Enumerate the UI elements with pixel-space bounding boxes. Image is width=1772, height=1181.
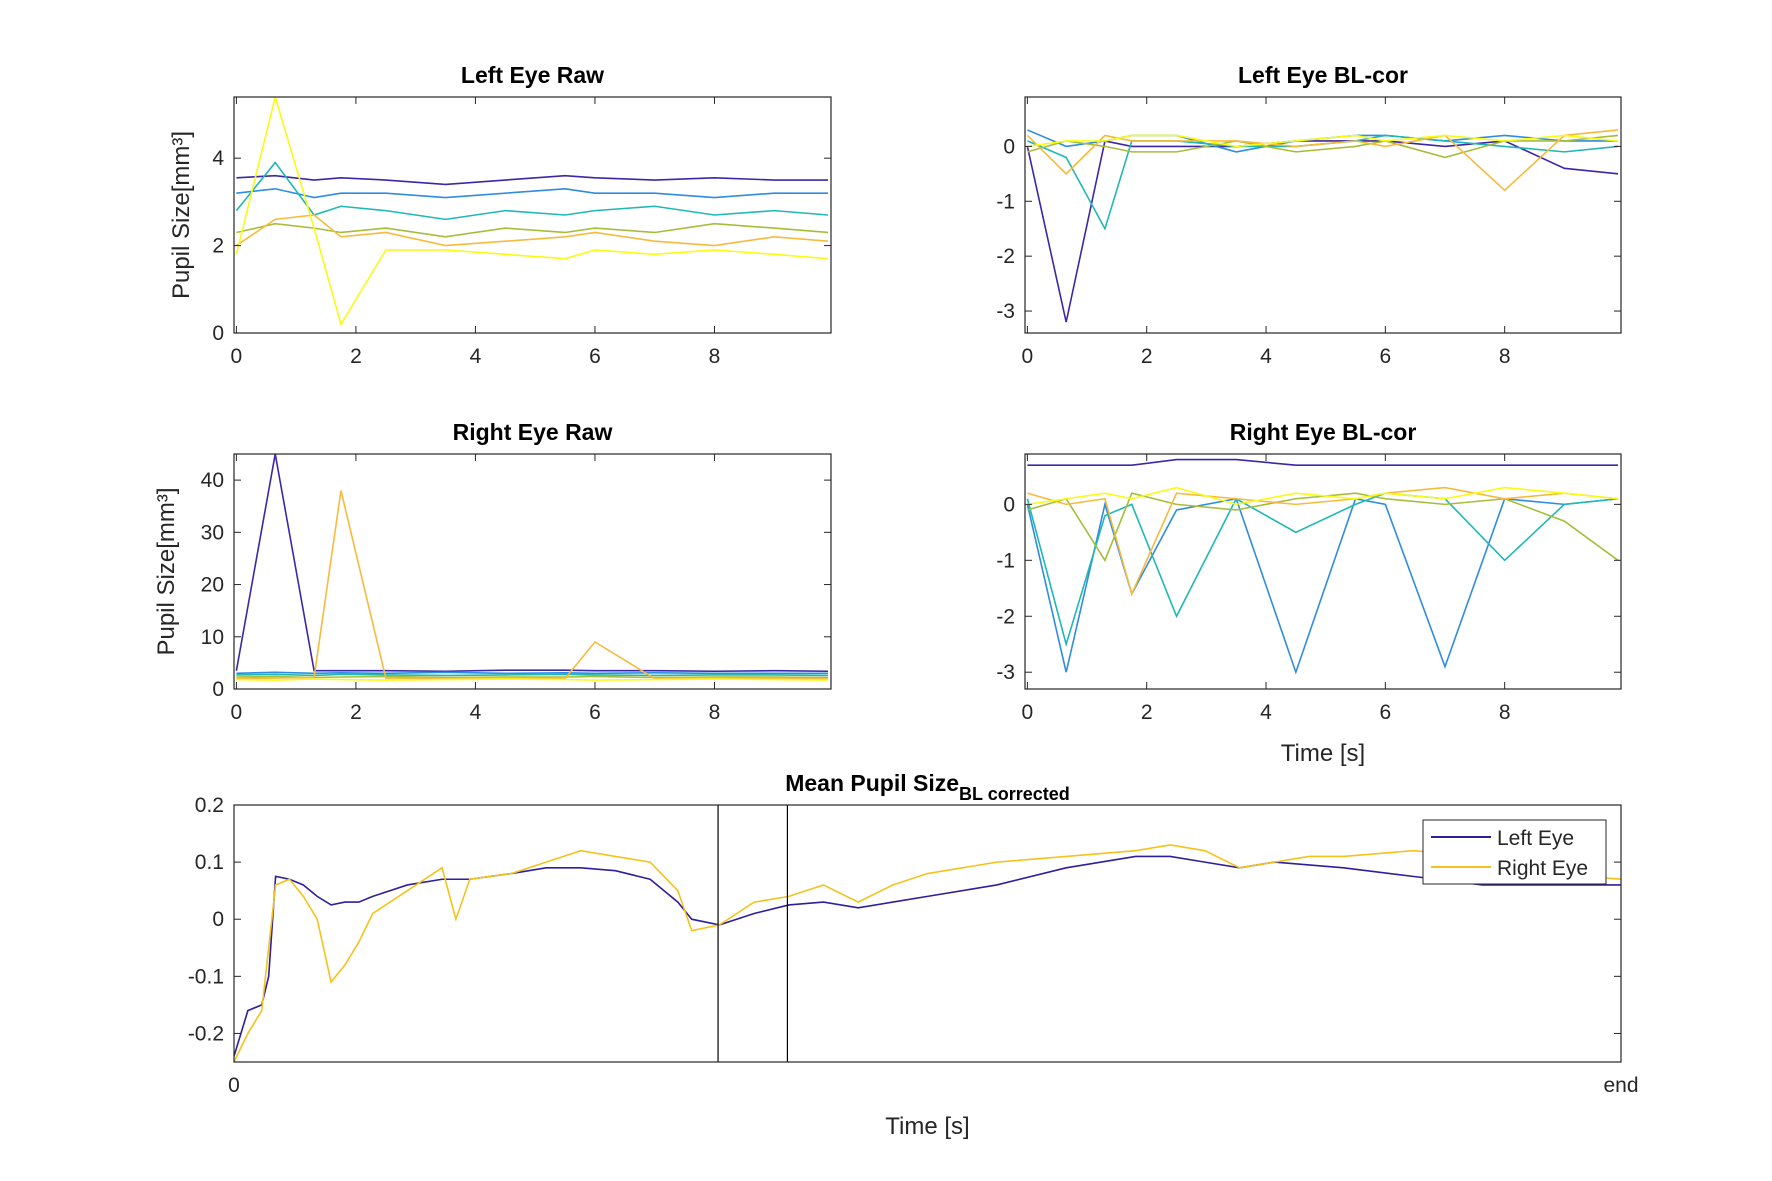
y-tick-label: -0.2 [188, 1022, 224, 1045]
y-tick-label: 10 [201, 626, 224, 649]
x-tick-label: 8 [709, 701, 721, 724]
axes-box [233, 96, 832, 334]
y-tick-label: 0 [212, 322, 224, 345]
x-tick-label: 0 [1022, 345, 1034, 368]
series-line [1027, 134, 1619, 148]
axes-box [1024, 453, 1622, 690]
subplot: 0 2 4 6 8 -3 -2 -1 0 Right Eye BL-cor Time [s] [996, 419, 1622, 767]
series-line [236, 673, 829, 677]
title-text: Right Eye BL-cor [1230, 419, 1417, 445]
y-tick-label: 0.1 [195, 851, 224, 874]
x-tick-label: 4 [470, 701, 482, 724]
series-line [236, 174, 829, 186]
x-tick-label: 6 [1380, 701, 1392, 724]
x-tick-label: 8 [709, 345, 721, 368]
y-tick-label: 0 [212, 678, 224, 701]
y-tick-label: -1 [996, 549, 1015, 572]
y-tick-label: 0 [1003, 135, 1015, 158]
x-tick-label: 6 [1380, 345, 1392, 368]
series-line [235, 454, 829, 673]
series-line [236, 678, 829, 681]
series-line [1026, 129, 1619, 192]
series-line [236, 675, 829, 679]
title-text: Mean Pupil Size [785, 770, 959, 796]
subplot-title: Left Eye Raw [461, 62, 604, 88]
plot-area [234, 97, 831, 333]
x-tick-label: 0 [1022, 701, 1034, 724]
subplot-title: Right Eye Raw [453, 419, 613, 445]
y-tick-label: -2 [996, 605, 1015, 628]
x-tick-label: 0 [228, 1074, 240, 1097]
series-line [1027, 486, 1619, 506]
x-tick-label: 6 [589, 345, 601, 368]
series-line [236, 490, 829, 680]
plot-area [1025, 97, 1621, 333]
legend: Left Eye Right Eye [1422, 819, 1607, 885]
series-line [235, 214, 829, 247]
subplot: 0 end -0.2 -0.1 0 0.1 0.2 Mean Pupil SizeBL cor… [188, 770, 1639, 1140]
y-tick-label: 20 [201, 574, 224, 597]
y-tick-label: 0 [212, 908, 224, 931]
series-line [1026, 492, 1619, 648]
subplot-title: Mean Pupil SizeBL corrected [785, 770, 1070, 804]
legend-label: Left Eye [1497, 827, 1574, 850]
subplot: 0 2 4 6 8 -3 -2 -1 0 Left Eye BL-cor [996, 62, 1622, 368]
x-tick-label: 0 [231, 345, 243, 368]
subplot-title: Right Eye BL-cor [1230, 419, 1417, 445]
title-text: Left Eye BL-cor [1238, 62, 1408, 88]
x-axis-label: Time [s] [885, 1113, 969, 1140]
plot-area [1025, 454, 1621, 689]
plot-area [234, 454, 831, 689]
axes-box [1024, 96, 1622, 334]
y-axis-label: Pupil Size[mm³] [153, 487, 180, 655]
y-tick-label: 40 [201, 469, 224, 492]
subplot: 0 2 4 6 8 0 10 20 30 40 Right Eye Raw Pupil Size[mm… [153, 419, 832, 724]
x-tick-label: 6 [589, 701, 601, 724]
y-tick-label: 4 [212, 147, 224, 170]
series-line [1027, 458, 1619, 466]
series-line [235, 97, 829, 327]
x-tick-label: 4 [1260, 345, 1272, 368]
plot-area [234, 805, 1621, 1062]
x-tick-label: 2 [350, 701, 362, 724]
x-tick-label: 4 [470, 345, 482, 368]
y-tick-label: 0.2 [195, 794, 224, 817]
x-tick-label: end [1603, 1074, 1638, 1097]
series-line [1027, 486, 1619, 597]
y-tick-label: 30 [201, 521, 224, 544]
y-tick-label: 2 [212, 235, 224, 258]
legend-box [1422, 819, 1607, 885]
y-tick-label: -3 [996, 661, 1015, 684]
title-subscript: BL corrected [959, 784, 1070, 804]
x-tick-label: 2 [1141, 701, 1153, 724]
series-line [234, 844, 1621, 1062]
y-tick-label: -1 [996, 190, 1015, 213]
axes-box [233, 804, 1622, 1063]
y-tick-label: -3 [996, 300, 1015, 323]
y-axis-label: Pupil Size[mm³] [168, 131, 195, 299]
series-line [236, 187, 829, 199]
title-text: Right Eye Raw [453, 419, 613, 445]
x-tick-label: 0 [231, 701, 243, 724]
subplot: 0 2 4 6 8 0 2 4 Left Eye Raw Pupil Size[mm³] [168, 62, 832, 368]
x-tick-label: 8 [1499, 701, 1511, 724]
x-tick-label: 2 [1141, 345, 1153, 368]
subplot-title: Left Eye BL-cor [1238, 62, 1408, 88]
y-tick-label: -0.1 [188, 965, 224, 988]
x-tick-label: 2 [350, 345, 362, 368]
y-tick-label: 0 [1003, 493, 1015, 516]
x-tick-label: 8 [1499, 345, 1511, 368]
axes-box [233, 453, 832, 690]
title-text: Left Eye Raw [461, 62, 604, 88]
x-axis-label: Time [s] [1281, 740, 1365, 767]
x-tick-label: 4 [1260, 701, 1272, 724]
legend-label: Right Eye [1497, 857, 1588, 880]
y-tick-label: -2 [996, 245, 1015, 268]
